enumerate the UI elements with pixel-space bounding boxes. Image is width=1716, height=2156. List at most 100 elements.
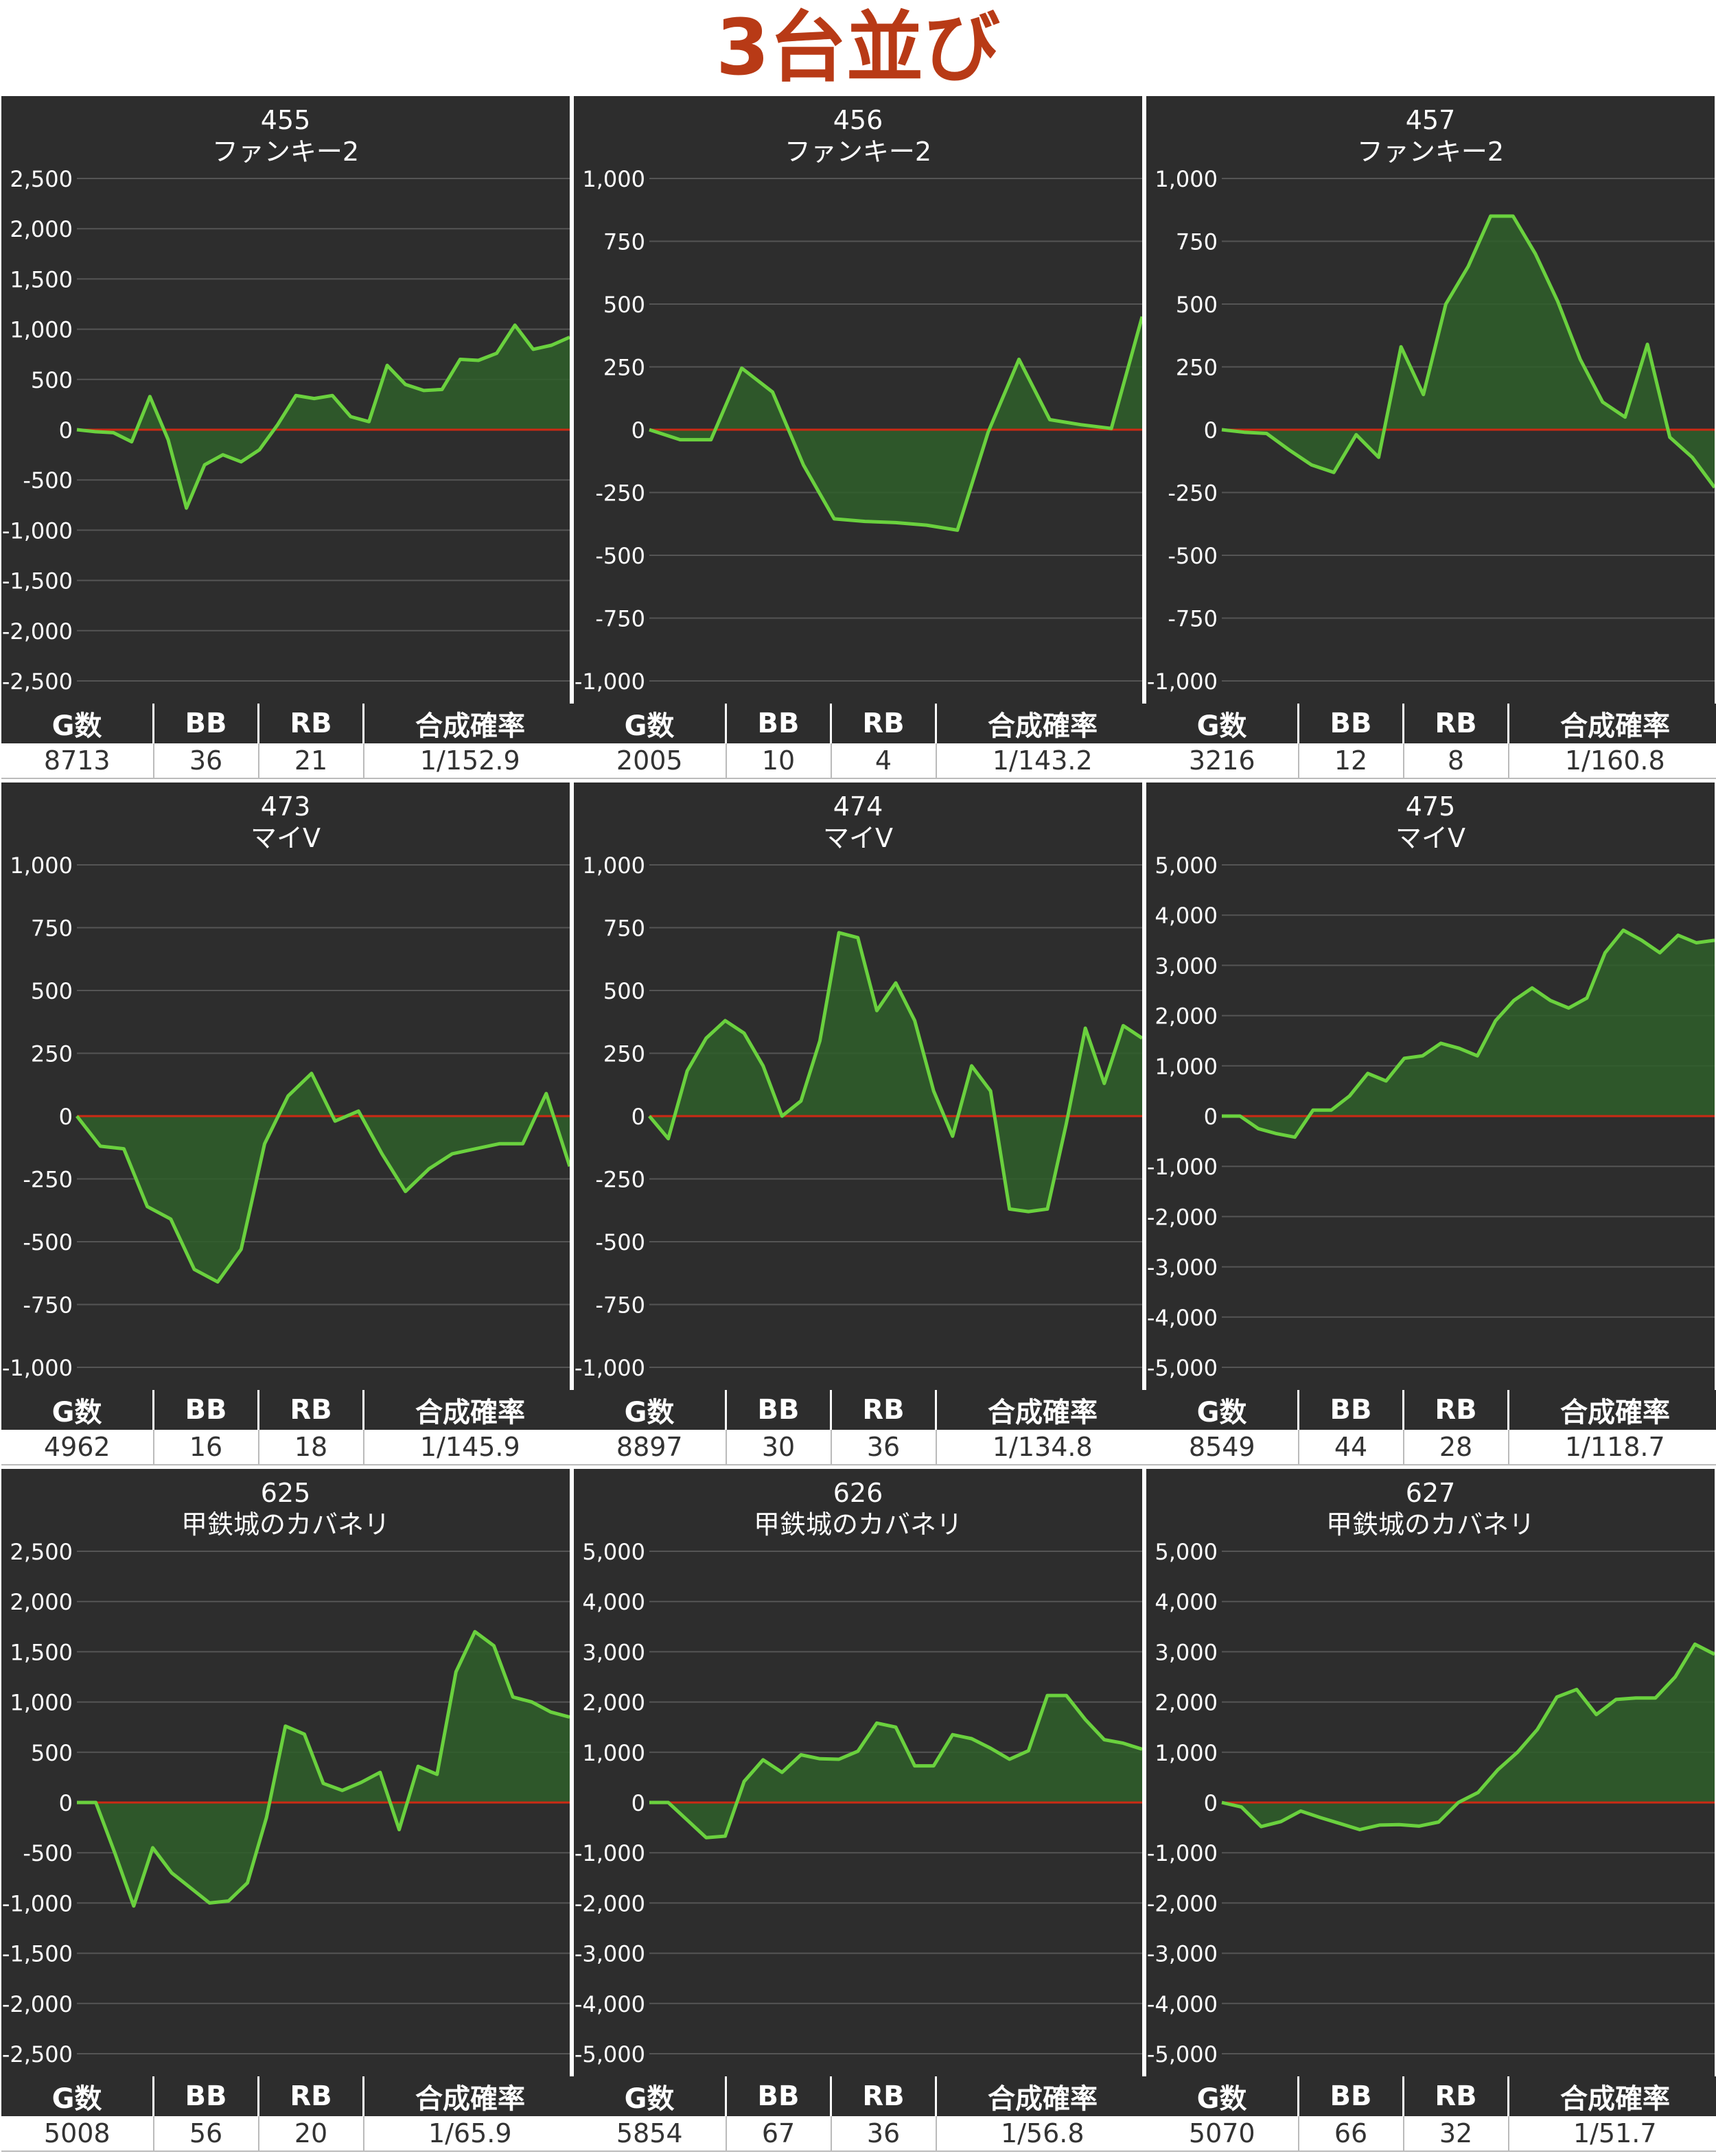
y-tick-label: 1,000 bbox=[1155, 1740, 1218, 1766]
series-line bbox=[76, 1071, 570, 1284]
y-tick-label: 250 bbox=[31, 1041, 73, 1067]
stats-header: BB bbox=[726, 1390, 832, 1430]
stats-header: 合成確率 bbox=[1508, 1390, 1716, 1430]
bb-cell: 30 bbox=[726, 1430, 832, 1465]
y-tick-label: 2,000 bbox=[1155, 1004, 1218, 1030]
stats-header: G数 bbox=[574, 1390, 727, 1430]
y-tick-label: 5,000 bbox=[582, 1539, 645, 1565]
y-tick-label: -500 bbox=[1168, 543, 1218, 569]
machine-number: 455 bbox=[261, 105, 311, 135]
y-tick-label: -2,000 bbox=[2, 1991, 73, 2017]
stats-header: 合成確率 bbox=[363, 704, 576, 743]
stats-table: G数 BB RB 合成確率 5008 56 20 1/65.9 bbox=[1, 2076, 576, 2152]
stats-table: G数 BB RB 合成確率 2005 10 4 1/143.2 bbox=[574, 704, 1148, 779]
machine-number: 456 bbox=[833, 105, 883, 135]
machine-name: ファンキー2 bbox=[1357, 137, 1504, 167]
games-cell: 4962 bbox=[1, 1430, 154, 1465]
y-tick-label: -3,000 bbox=[1147, 1255, 1218, 1281]
bb-cell: 44 bbox=[1298, 1430, 1404, 1465]
machine-name: マイV bbox=[1395, 823, 1465, 853]
y-tick-label: -750 bbox=[595, 1293, 645, 1319]
y-tick-label: 250 bbox=[603, 355, 645, 381]
stats-table: G数 BB RB 合成確率 8713 36 21 1/152.9 bbox=[1, 704, 576, 779]
chart-area: 626 甲鉄城のカバネリ 5,000 4,000 3,000 2,000 1,000 0 -1,… bbox=[574, 1469, 1142, 2076]
y-tick-label: 0 bbox=[59, 417, 73, 443]
y-tick-label: -500 bbox=[595, 1229, 645, 1255]
games-cell: 2005 bbox=[574, 743, 727, 779]
y-tick-label: 2,000 bbox=[1155, 1690, 1218, 1716]
y-tick-label: 1,000 bbox=[582, 1740, 645, 1766]
machine-number: 457 bbox=[1406, 105, 1456, 135]
bb-cell: 12 bbox=[1298, 743, 1404, 779]
stats-header: BB bbox=[1298, 704, 1404, 743]
area-fill bbox=[77, 325, 570, 509]
machine-name: 甲鉄城のカバネリ bbox=[181, 1509, 390, 1540]
stats-header: G数 bbox=[574, 2076, 727, 2116]
y-tick-label: 750 bbox=[603, 916, 645, 942]
machine-name: 甲鉄城のカバネリ bbox=[754, 1509, 962, 1540]
stats-table: G数 BB RB 合成確率 5070 66 32 1/51.7 bbox=[1146, 2076, 1716, 2152]
rate-cell: 1/152.9 bbox=[363, 743, 576, 779]
area-fill bbox=[649, 932, 1142, 1212]
y-tick-label: 3,000 bbox=[1155, 1639, 1218, 1665]
stats-header: G数 bbox=[574, 704, 727, 743]
y-tick-label: 2,000 bbox=[10, 216, 73, 242]
y-tick-label: -2,000 bbox=[2, 618, 73, 645]
chart-area: 625 甲鉄城のカバネリ 2,500 2,000 1,500 1,000 500 0 -500 -… bbox=[1, 1469, 570, 2076]
rate-cell: 1/51.7 bbox=[1508, 2116, 1716, 2152]
stats-header: RB bbox=[831, 2076, 937, 2116]
y-tick-label: 0 bbox=[1204, 1790, 1218, 1816]
y-tick-label: 5,000 bbox=[1155, 853, 1218, 879]
bb-cell: 56 bbox=[153, 2116, 259, 2152]
y-tick-label: -250 bbox=[595, 1167, 645, 1193]
stats-header: G数 bbox=[1, 1390, 154, 1430]
bb-cell: 66 bbox=[1298, 2116, 1404, 2152]
y-tick-label: 2,000 bbox=[582, 1690, 645, 1716]
y-tick-label: -5,000 bbox=[1147, 2041, 1218, 2067]
series-line bbox=[1221, 1642, 1715, 1831]
y-tick-label: 1,000 bbox=[10, 1690, 73, 1716]
rb-cell: 21 bbox=[258, 743, 364, 779]
y-tick-label: 1,000 bbox=[10, 317, 73, 343]
y-tick-label: 750 bbox=[31, 916, 73, 942]
machine-panel: 474 マイV 1,000 750 500 250 0 -250 -500 -750 -1,000 G… bbox=[574, 783, 1148, 1465]
y-tick-label: -4,000 bbox=[575, 1991, 645, 2017]
machine-panel: 456 ファンキー2 1,000 750 500 250 0 -250 -500 -750 -1,0… bbox=[574, 96, 1148, 779]
stats-header: BB bbox=[1298, 1390, 1404, 1430]
games-cell: 5008 bbox=[1, 2116, 154, 2152]
y-tick-label: -1,500 bbox=[2, 568, 73, 594]
series-line bbox=[649, 316, 1142, 532]
area-fill bbox=[1222, 930, 1715, 1137]
area-fill bbox=[77, 1073, 570, 1282]
stats-table: G数 BB RB 合成確率 8549 44 28 1/118.7 bbox=[1146, 1390, 1716, 1465]
machine-number: 474 bbox=[833, 791, 883, 822]
games-cell: 8897 bbox=[574, 1430, 727, 1465]
rate-cell: 1/56.8 bbox=[936, 2116, 1148, 2152]
machine-panel: 473 マイV 1,000 750 500 250 0 -250 -500 -750 -1,000 G… bbox=[1, 783, 576, 1465]
y-tick-label: 250 bbox=[603, 1041, 645, 1067]
area-fill bbox=[1222, 216, 1715, 488]
chart-area: 456 ファンキー2 1,000 750 500 250 0 -250 -500 -750 -1,0… bbox=[574, 96, 1142, 704]
machine-panel: 626 甲鉄城のカバネリ 5,000 4,000 3,000 2,000 1,000 0 -1,… bbox=[574, 1469, 1148, 2152]
stats-header: RB bbox=[258, 1390, 364, 1430]
stats-header: BB bbox=[153, 2076, 259, 2116]
y-tick-label: -250 bbox=[595, 480, 645, 507]
series-line bbox=[648, 931, 1142, 1214]
chart-area: 455 ファンキー2 2,500 2,000 1,500 1,000 500 0 -500 -1,… bbox=[1, 96, 570, 704]
y-tick-label: 3,000 bbox=[1155, 953, 1218, 979]
area-fill bbox=[649, 316, 1142, 531]
machine-name: マイV bbox=[251, 823, 321, 853]
area-fill bbox=[649, 1695, 1142, 1838]
y-tick-label: 1,000 bbox=[582, 853, 645, 879]
rb-cell: 32 bbox=[1403, 2116, 1509, 2152]
stats-header: 合成確率 bbox=[363, 2076, 576, 2116]
stats-header: 合成確率 bbox=[936, 2076, 1148, 2116]
machine-name: ファンキー2 bbox=[785, 137, 931, 167]
y-tick-label: -1,000 bbox=[2, 1890, 73, 1916]
y-tick-label: 500 bbox=[31, 1740, 73, 1766]
y-tick-label: -2,000 bbox=[575, 1890, 645, 1916]
stats-header: G数 bbox=[1146, 2076, 1299, 2116]
machine-number: 627 bbox=[1406, 1478, 1456, 1508]
